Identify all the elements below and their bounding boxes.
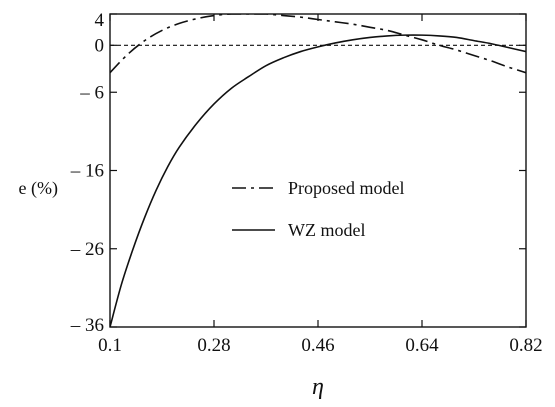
x-tick-label: 0.46 xyxy=(301,335,334,356)
y-tick-label: – 16 xyxy=(70,161,104,182)
y-tick-label: – 26 xyxy=(70,239,104,260)
x-axis-ticks: 0.1 0.28 0.46 0.64 0.82 xyxy=(98,14,543,356)
x-tick-label: 0.64 xyxy=(405,335,439,356)
y-tick-label: 0 xyxy=(95,35,105,56)
plot-frame xyxy=(109,13,527,328)
x-tick-label: 0.82 xyxy=(509,335,542,356)
y-tick-label: 4 xyxy=(95,10,105,31)
x-axis-title: η xyxy=(312,374,324,400)
legend-proposed-model-label: Proposed model xyxy=(288,178,405,198)
series-line-proposed-model xyxy=(110,14,526,74)
legend: Proposed model WZ model xyxy=(232,178,405,240)
series-line-wz-model xyxy=(110,34,526,327)
y-tick-label: – 36 xyxy=(70,315,104,336)
x-tick-label: 0.28 xyxy=(197,335,230,356)
y-tick-label: – 6 xyxy=(79,82,104,103)
x-tick-label: 0.1 xyxy=(98,335,122,356)
y-axis-title: e (%) xyxy=(19,178,58,199)
plot-area xyxy=(109,13,527,328)
y-axis-ticks: 4 0 – 6 – 16 – 26 – 36 xyxy=(70,10,526,336)
series-group xyxy=(110,14,526,327)
legend-wz-model-label: WZ model xyxy=(288,220,365,240)
